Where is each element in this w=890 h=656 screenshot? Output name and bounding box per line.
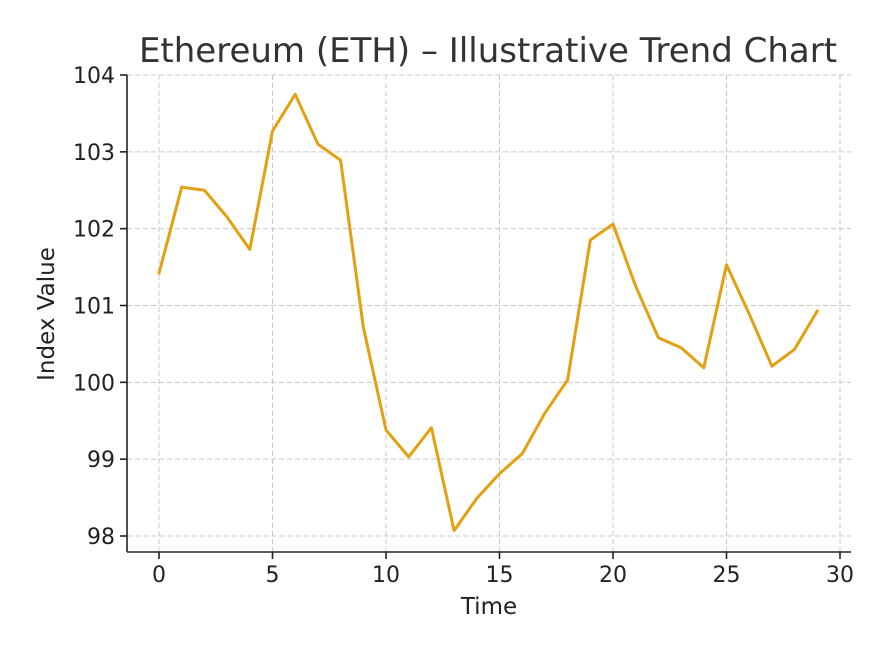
y-tick-label: 103 (73, 141, 115, 166)
x-tick-label: 30 (826, 563, 854, 588)
x-tick-label: 25 (713, 563, 741, 588)
y-axis-ticks: 98 99 100 101 102 103 104 (73, 64, 127, 550)
x-tick-label: 0 (152, 563, 166, 588)
x-tick-label: 5 (266, 563, 280, 588)
grid (127, 74, 851, 552)
y-tick-label: 102 (73, 218, 115, 243)
series-layer (157, 92, 819, 533)
x-axis-ticks: 0 5 10 15 20 25 30 (152, 552, 854, 588)
y-tick-label: 99 (87, 448, 115, 473)
y-tick-label: 100 (73, 371, 115, 396)
y-tick-label: 101 (73, 295, 115, 320)
y-tick-label: 104 (73, 64, 115, 89)
y-axis-label: Index Value (34, 247, 60, 381)
x-tick-label: 15 (486, 563, 514, 588)
series-line (157, 92, 819, 533)
x-axis-label: Time (460, 594, 517, 620)
axes-frame (126, 75, 851, 553)
x-tick-label: 10 (372, 563, 400, 588)
x-tick-label: 20 (599, 563, 627, 588)
chart-title: Ethereum (ETH) – Illustrative Trend Char… (139, 31, 837, 71)
y-tick-label: 98 (87, 525, 115, 550)
